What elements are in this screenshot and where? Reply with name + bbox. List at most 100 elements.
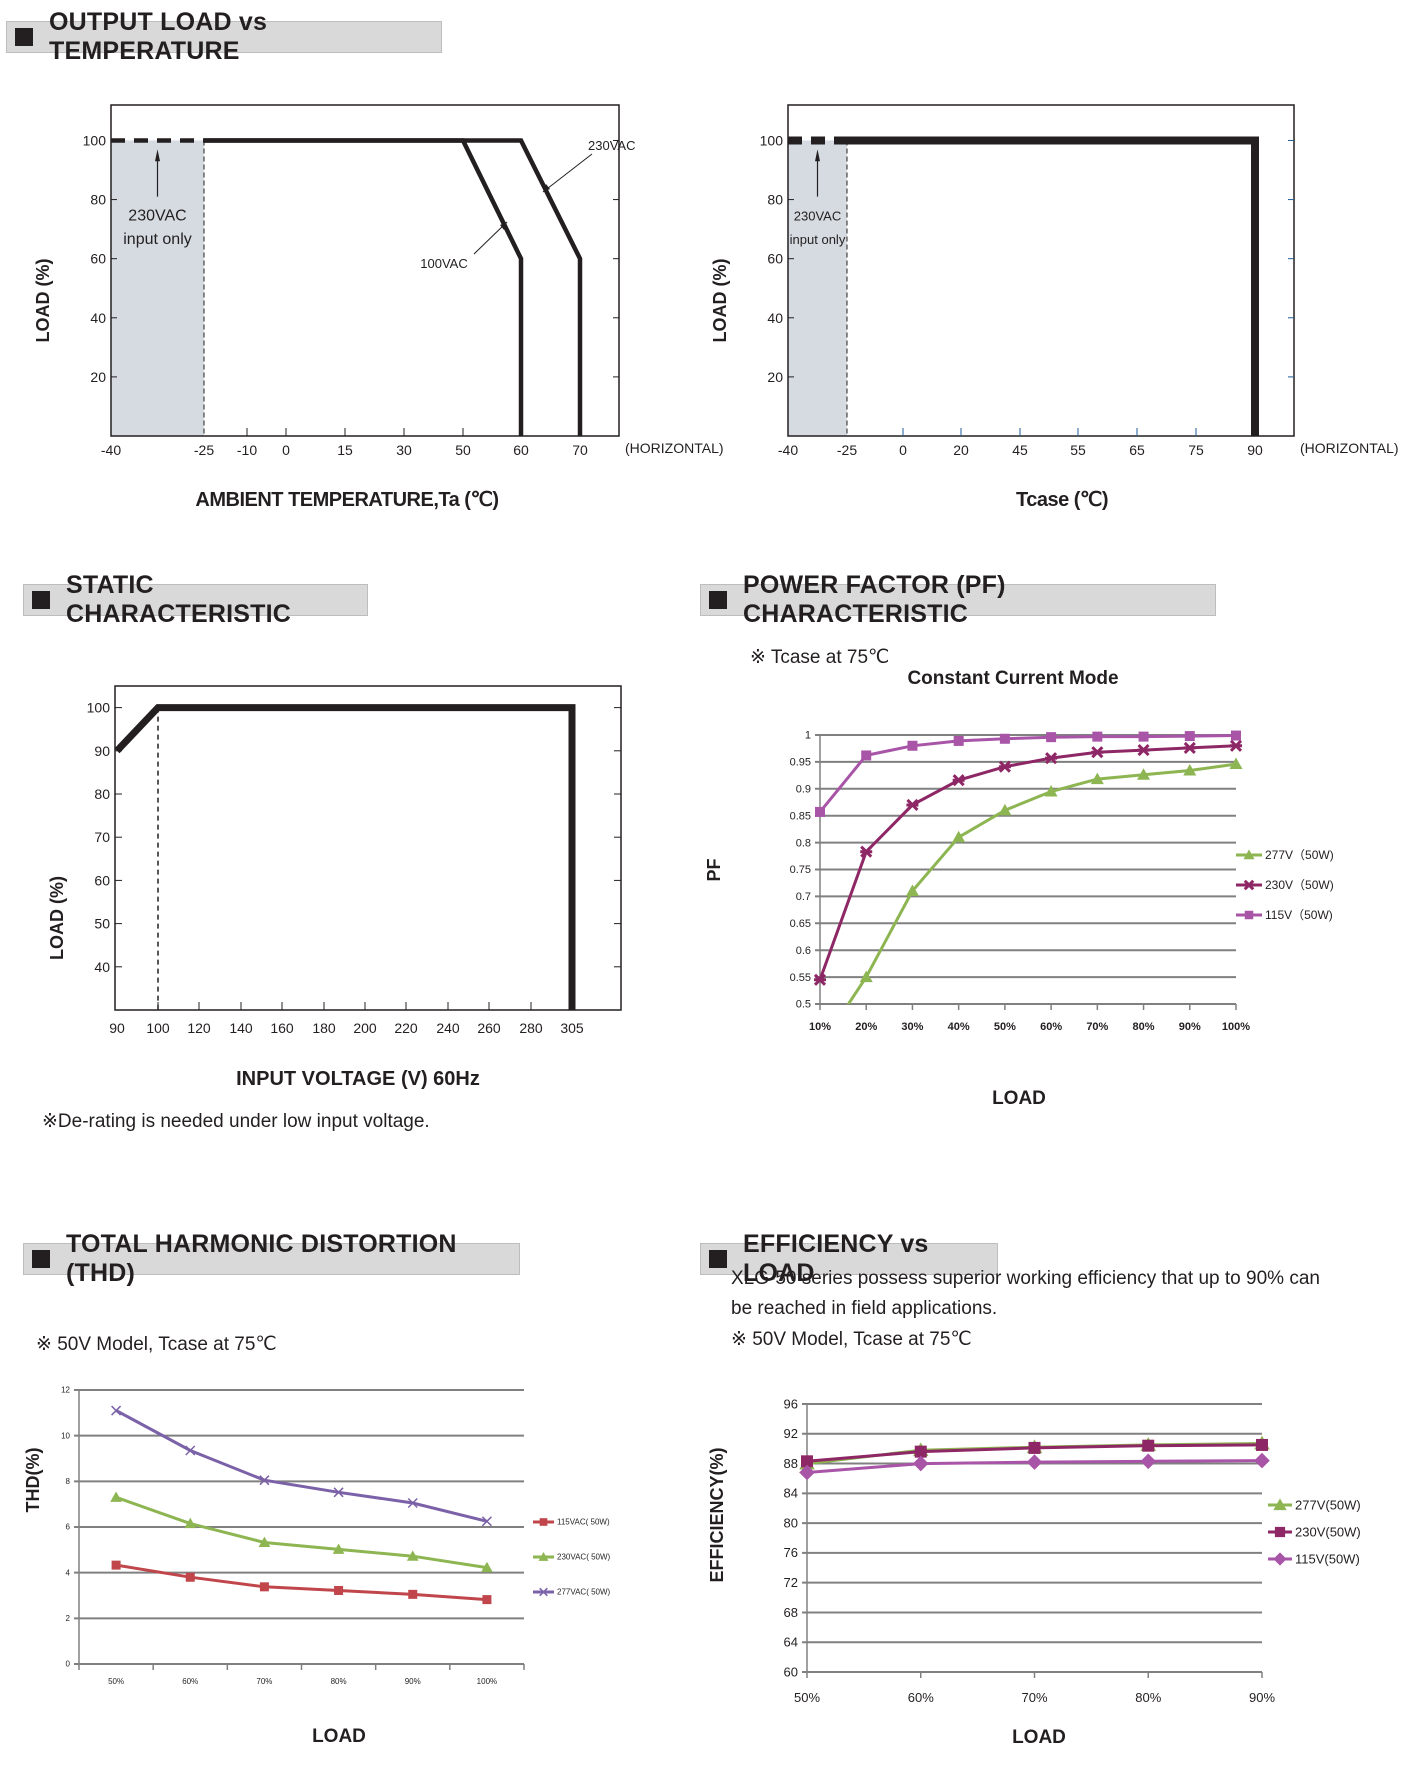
square-marker (861, 750, 872, 761)
y-axis-label: EFFICIENCY(%) (707, 1447, 727, 1582)
x-tick-label: 305 (560, 1020, 584, 1036)
x-tick-label: 50 (455, 442, 471, 458)
section-title-text: POWER FACTOR (PF) CHARACTERISTIC (743, 571, 1006, 628)
square-marker (1046, 732, 1057, 743)
series-line-230vac (204, 138, 583, 436)
shaded-region-label: input only (790, 232, 846, 247)
triangle-marker (481, 1561, 493, 1573)
y-tick-label: 80 (767, 192, 783, 208)
legend-item: 277V（50W) (1236, 848, 1334, 862)
chart-derating_tcase: 20 40 60 80 100 -40 -25 0 20 45 55 65 75 90 (HORIZONTA… (710, 104, 1399, 511)
annotation-leader-230 (542, 153, 593, 193)
diamond-marker (912, 1455, 929, 1472)
y-tick-label: 100 (83, 132, 107, 148)
x-tick-label: 30 (396, 442, 412, 458)
y-tick-label: 80 (784, 1515, 798, 1530)
series-line-load (114, 704, 576, 1010)
triangle-marker (110, 1491, 122, 1502)
y-tick-label: 20 (767, 369, 783, 385)
x-tick-label: 100 (146, 1020, 170, 1036)
x-axis-label: Tcase (℃) (1016, 489, 1108, 511)
arrow-up-icon (815, 149, 820, 162)
annotation-100vac: 100VAC (420, 256, 467, 271)
x-tick-label: -25 (194, 442, 214, 458)
x-tick-label: -40 (778, 442, 798, 458)
y-tick-label: 2 (66, 1614, 71, 1623)
square-marker (539, 1518, 548, 1526)
y-tick-label: 60 (767, 251, 783, 267)
legend-label: 230VAC( 50W) (557, 1553, 611, 1562)
square-marker (907, 740, 918, 751)
legend-item: 230VAC( 50W) (533, 1552, 611, 1562)
section-title-text: OUTPUT LOAD vs TEMPERATURE (49, 8, 268, 65)
x-tick-label: 160 (270, 1020, 294, 1036)
star-marker (906, 798, 919, 812)
y-axis-label: LOAD (%) (710, 259, 730, 343)
square-marker (1142, 1439, 1155, 1452)
star-marker (1045, 752, 1058, 765)
x-axis-label: LOAD (992, 1088, 1046, 1109)
efficiency-desc-line1: XLG-50 series possess superior working e… (731, 1268, 1320, 1289)
star-marker (1137, 744, 1150, 757)
star-marker (1183, 741, 1196, 754)
star-marker (860, 845, 873, 858)
x-axis-label: AMBIENT TEMPERATURE,Ta (℃) (195, 489, 498, 511)
square-marker (1274, 1526, 1286, 1538)
y-tick-label: 0.95 (790, 757, 811, 769)
legend-item: 277V(50W) (1268, 1497, 1361, 1512)
y-tick-label: 1 (805, 730, 811, 742)
static-note: ※De-rating is needed under low input vol… (42, 1111, 430, 1132)
y-tick-label: 20 (90, 369, 106, 385)
x-tick-label: 20% (855, 1021, 877, 1033)
y-tick-label: 8 (66, 1477, 71, 1486)
x-tick-label: 280 (519, 1020, 543, 1036)
y-tick-label: 0.7 (796, 891, 811, 903)
x-tick-label: 60% (908, 1690, 934, 1705)
star-marker (952, 774, 965, 787)
x-tick-label: 220 (394, 1020, 418, 1036)
x-tick-label: 80% (1133, 1021, 1155, 1033)
square-marker (111, 1560, 121, 1570)
x-tick-label: 90 (109, 1020, 125, 1036)
legend-item: 277VAC( 50W) (533, 1587, 611, 1597)
chart-title: Constant Current Mode (907, 668, 1118, 689)
efficiency-desc-line2: be reached in field applications. (731, 1298, 998, 1319)
x-marker (539, 1587, 548, 1597)
triangle-marker (1273, 1498, 1287, 1511)
legend-label: 115VAC( 50W) (557, 1518, 610, 1527)
y-tick-label: 0.6 (796, 945, 811, 957)
annotation-leader-100 (473, 221, 508, 255)
chart-pf: 0.5 0.55 0.6 0.65 0.7 0.75 0.8 0.85 0.9 0.95 1 10% 2… (704, 668, 1334, 1109)
x-axis-label: LOAD (312, 1726, 366, 1747)
section-title-output-load: OUTPUT LOAD vs TEMPERATURE (6, 8, 442, 65)
plot-frame (110, 104, 620, 437)
y-tick-label: 0.85 (790, 810, 811, 822)
triangle-marker (905, 884, 919, 897)
section-title-text: EFFICIENCY vs LOAD (743, 1230, 929, 1287)
x-tick-label: 180 (312, 1020, 336, 1036)
x-tick-label: 55 (1070, 442, 1086, 458)
x-tick-label: -25 (837, 442, 857, 458)
x-tick-label: 70% (256, 1677, 272, 1686)
legend-item: 115V(50W) (1268, 1551, 1360, 1566)
section-title-text: STATIC CHARACTERISTIC (66, 571, 292, 628)
legend-item: 115VAC( 50W) (533, 1518, 610, 1527)
triangle-marker (859, 970, 873, 983)
y-tick-label: 0.65 (790, 918, 811, 930)
x-tick-label: 70 (572, 442, 588, 458)
triangle-marker (406, 1550, 419, 1561)
legend-label: 230V(50W) (1295, 1524, 1361, 1539)
star-marker (1091, 746, 1104, 759)
triangle-marker (998, 803, 1012, 816)
diamond-marker (1273, 1552, 1287, 1566)
y-tick-label: 0.75 (790, 864, 811, 876)
square-marker (815, 806, 825, 817)
series-line (818, 744, 1237, 981)
y-axis-label: THD(%) (23, 1448, 43, 1513)
x-tick-label: 70% (1086, 1021, 1108, 1033)
y-axis-label: PF (704, 858, 724, 881)
triangle-marker (814, 1041, 827, 1053)
star-marker (1229, 739, 1243, 752)
x-tick-label: 90% (1249, 1690, 1275, 1705)
